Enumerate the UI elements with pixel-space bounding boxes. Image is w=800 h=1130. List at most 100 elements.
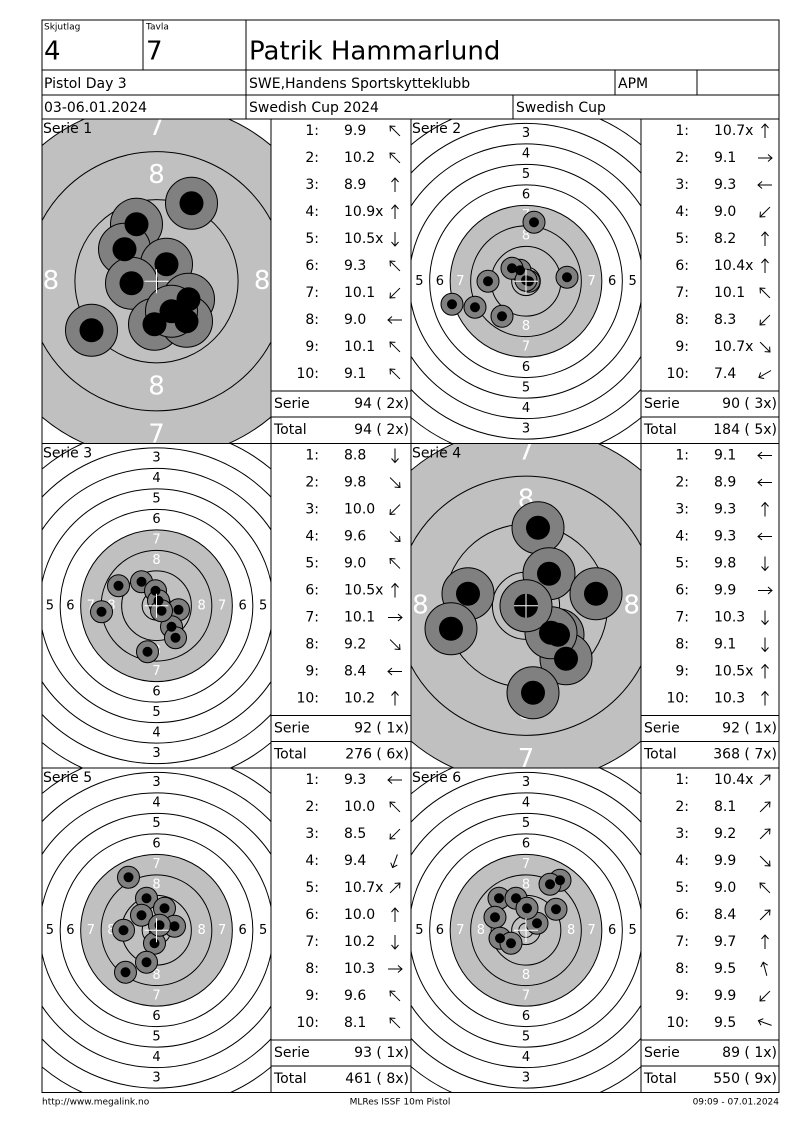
shot-index: 6:	[305, 258, 319, 274]
arrow-shaft	[759, 882, 771, 894]
direction-arrow	[761, 610, 769, 626]
direction-arrow	[761, 501, 769, 517]
shot-score: 9.7	[714, 934, 736, 950]
target: 333344445555666677778888	[42, 768, 271, 1093]
direction-arrow	[388, 965, 403, 973]
direction-arrow	[389, 260, 401, 272]
shot-center	[554, 646, 578, 671]
direction-arrow	[389, 152, 401, 164]
shot-index: 10:	[296, 691, 319, 707]
shot-score: 10.5x	[714, 664, 753, 680]
arrow-head	[757, 451, 763, 460]
shot-score: 9.0	[344, 556, 366, 572]
arrow-head	[761, 258, 769, 264]
shot-index: 5:	[675, 556, 689, 572]
shot-center	[483, 276, 493, 287]
serie-title: Serie 1	[43, 121, 92, 137]
ring	[80, 853, 233, 1007]
ring-label: 6	[436, 923, 444, 938]
shot-score: 9.6	[344, 988, 366, 1004]
shot-center	[113, 580, 124, 591]
shot-center	[154, 252, 179, 277]
ring-label: 7	[522, 857, 530, 872]
total-label: Total	[643, 747, 677, 763]
shot-score: 9.9	[714, 988, 736, 1004]
shot-center	[159, 299, 184, 324]
shot-score: 9.8	[714, 556, 736, 572]
shot-center	[497, 311, 507, 322]
shot-score: 10.3	[714, 691, 745, 707]
direction-arrow	[389, 477, 401, 488]
shot-index: 7:	[305, 285, 319, 301]
shot-index: 3:	[675, 502, 689, 518]
ring-label: 7	[522, 988, 530, 1003]
ring-label: 8	[477, 923, 485, 938]
shot-index: 6:	[305, 907, 319, 923]
ring	[470, 874, 582, 987]
arrow-head	[394, 644, 401, 650]
ring-label: 8	[152, 878, 160, 893]
arrow-head	[761, 663, 769, 669]
ring-label: 7	[587, 923, 595, 938]
serie-title: Serie 2	[412, 121, 461, 137]
shot-index: 9:	[675, 339, 689, 355]
arrow-shaft	[389, 990, 401, 1002]
ring-label: 8	[197, 598, 205, 613]
direction-arrow	[761, 123, 769, 138]
shot-index: 4:	[675, 204, 689, 220]
ring-label: 8	[522, 878, 530, 893]
shot-center	[156, 605, 167, 616]
ring-label: 8	[567, 923, 575, 938]
arrow-shaft	[758, 1020, 772, 1026]
shot-center	[456, 581, 480, 606]
arrow-shaft	[389, 828, 401, 840]
shot-score: 10.7x	[714, 339, 753, 355]
arrow-shaft	[389, 531, 401, 542]
ring-label: 6	[238, 923, 246, 938]
shot-index: 4:	[675, 529, 689, 545]
direction-arrow	[761, 934, 769, 949]
ring-label: 7	[152, 533, 160, 548]
serie-label: Serie	[644, 1045, 680, 1061]
shot-index: 8:	[675, 961, 689, 977]
shot-index: 7:	[305, 934, 319, 950]
shot-index: 8:	[305, 312, 319, 328]
shot-center	[555, 875, 565, 886]
shot-center	[526, 515, 550, 540]
ring	[449, 853, 603, 1007]
arrow-head	[387, 776, 393, 784]
shot-center	[494, 893, 504, 904]
direction-arrow	[758, 154, 773, 162]
shot-index: 2:	[675, 150, 689, 166]
direction-arrow	[757, 181, 772, 189]
ring-label: 3	[522, 421, 530, 436]
shot-score: 9.3	[714, 529, 736, 545]
shot-score: 9.1	[714, 150, 736, 166]
serie-label: Serie	[274, 721, 310, 737]
arrow-head	[759, 995, 766, 1002]
shot-center	[119, 271, 144, 296]
direction-arrow	[761, 556, 769, 572]
shot-score: 9.3	[714, 177, 736, 193]
ring-label: 5	[152, 705, 160, 720]
arrow-head	[767, 586, 773, 595]
ring-label: 4	[152, 725, 160, 740]
total-label: Total	[273, 747, 307, 763]
direction-arrow	[391, 690, 399, 706]
direction-arrow	[761, 258, 769, 273]
arrow-shaft	[759, 855, 771, 867]
direction-arrow	[389, 639, 401, 650]
total-label: Total	[273, 1071, 307, 1087]
serie-title: Serie 3	[43, 446, 92, 462]
shot-score: 10.4x	[714, 258, 753, 274]
direction-arrow	[760, 961, 768, 976]
ring-label: 5	[522, 380, 530, 395]
shot-score: 9.1	[344, 366, 366, 382]
arrow-shaft	[389, 882, 401, 894]
ring-label: 6	[522, 837, 530, 852]
arrow-shaft	[759, 801, 771, 813]
direction-arrow	[389, 558, 401, 569]
shot-index: 8:	[675, 312, 689, 328]
direction-arrow	[757, 478, 772, 487]
